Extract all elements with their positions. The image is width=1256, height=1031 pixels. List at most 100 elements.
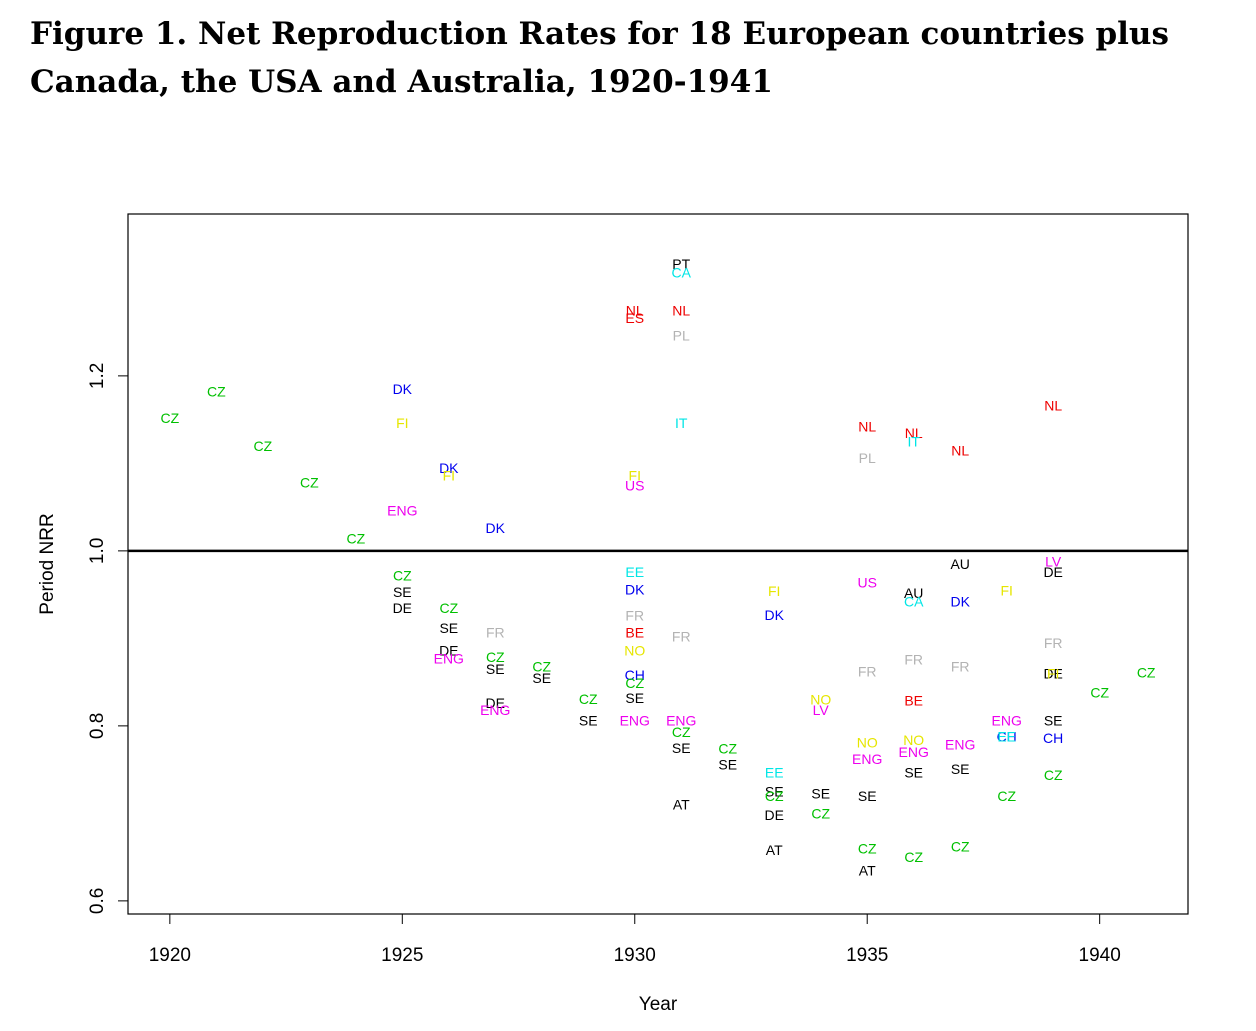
data-point: SE: [718, 756, 737, 772]
data-point: CZ: [161, 410, 180, 426]
data-point: LV: [1045, 553, 1062, 569]
data-point: SE: [858, 788, 877, 804]
data-point: CH: [997, 728, 1017, 744]
figure-title: Figure 1. Net Reproduction Rates for 18 …: [30, 16, 1169, 100]
data-point: FI: [1000, 582, 1012, 598]
data-point: CZ: [439, 600, 458, 616]
data-point: AU: [904, 585, 923, 601]
data-point: ENG: [992, 713, 1022, 729]
data-point: AU: [950, 556, 969, 572]
data-point: DE: [765, 807, 784, 823]
data-point: BE: [625, 624, 644, 640]
data-point: CZ: [718, 741, 737, 757]
data-point: CZ: [811, 805, 830, 821]
data-point: CH: [625, 667, 645, 683]
data-point: CZ: [253, 438, 272, 454]
data-point: PL: [673, 328, 690, 344]
data-point: CZ: [904, 849, 923, 865]
data-point: ENG: [666, 713, 696, 729]
data-point: ENG: [899, 744, 929, 760]
data-point: IT: [675, 415, 688, 431]
data-point: SE: [811, 785, 830, 801]
data-point: CZ: [997, 788, 1016, 804]
data-point: FR: [486, 624, 505, 640]
data-point: FI: [1047, 665, 1059, 681]
data-point: NL: [626, 302, 644, 318]
data-point: FR: [1044, 635, 1063, 651]
y-tick-label: 0.8: [87, 713, 108, 739]
data-point: US: [625, 477, 644, 493]
data-point: SE: [439, 620, 458, 636]
y-tick-label: 1.2: [87, 363, 108, 389]
data-point: FR: [951, 658, 970, 674]
data-point: ES: [625, 310, 644, 326]
data-point: FI: [768, 583, 780, 599]
data-point: DK: [950, 594, 970, 610]
data-point: DK: [439, 460, 459, 476]
data-point: DE: [393, 600, 412, 616]
data-point: CZ: [207, 384, 226, 400]
data-point: NL: [1044, 398, 1062, 414]
data-point: FI: [443, 468, 455, 484]
data-point: CA: [672, 265, 692, 281]
data-point: CZ: [1044, 767, 1063, 783]
data-point: BE: [904, 693, 923, 709]
data-point: LV: [813, 702, 830, 718]
data-point: SE: [1044, 713, 1063, 729]
data-point: SE: [765, 784, 784, 800]
data-point: NO: [624, 643, 645, 659]
y-axis-label: Period NRR: [37, 513, 58, 614]
x-tick-label: 1930: [614, 945, 656, 966]
data-point: ENG: [620, 713, 650, 729]
data-point: NL: [951, 442, 969, 458]
data-point: DE: [1043, 665, 1062, 681]
data-point: NL: [672, 302, 690, 318]
data-point: FR: [904, 651, 923, 667]
plot-border: [127, 213, 1189, 915]
data-point: ENG: [387, 503, 417, 519]
data-point: CZ: [532, 658, 551, 674]
data-point: NL: [858, 419, 876, 435]
data-point: CZ: [951, 839, 970, 855]
data-point: SE: [393, 584, 412, 600]
data-point: SE: [625, 690, 644, 706]
data-point: SE: [486, 661, 505, 677]
data-point: SE: [904, 764, 923, 780]
data-point: CZ: [300, 475, 319, 491]
data-point: SE: [672, 740, 691, 756]
data-point: SE: [579, 713, 598, 729]
plot-area: [127, 213, 1189, 915]
data-point: IT: [907, 434, 920, 450]
data-point: CZ: [765, 788, 784, 804]
data-point: EE: [765, 764, 784, 780]
y-tick-label: 1.0: [87, 538, 108, 564]
data-point: PT: [672, 256, 690, 272]
data-point: US: [857, 574, 876, 590]
data-point: SE: [532, 670, 551, 686]
data-point: EE: [997, 728, 1016, 744]
data-point: NL: [905, 425, 923, 441]
data-point: PL: [859, 450, 876, 466]
data-point: DK: [393, 381, 413, 397]
data-point: FR: [672, 629, 691, 645]
data-point: FR: [625, 608, 644, 624]
data-point: CA: [904, 594, 924, 610]
data-point: FI: [629, 468, 641, 484]
data-point: ENG: [852, 751, 882, 767]
data-point: FR: [858, 664, 877, 680]
data-point: AT: [859, 862, 876, 878]
data-point: NO: [903, 732, 924, 748]
data-point: CZ: [858, 840, 877, 856]
y-axis: 0.6 0.8 1.0 1.2: [87, 363, 129, 914]
x-tick-label: 1925: [381, 945, 423, 966]
x-axis-label: Year: [639, 994, 678, 1015]
data-point: AT: [673, 797, 690, 813]
data-point: CZ: [1090, 685, 1109, 701]
data-point: CZ: [672, 724, 691, 740]
data-point: DK: [765, 607, 785, 623]
data-point: DK: [486, 520, 506, 536]
data-point: DE: [1043, 564, 1062, 580]
x-tick-label: 1935: [846, 945, 888, 966]
x-tick-label: 1940: [1079, 945, 1121, 966]
